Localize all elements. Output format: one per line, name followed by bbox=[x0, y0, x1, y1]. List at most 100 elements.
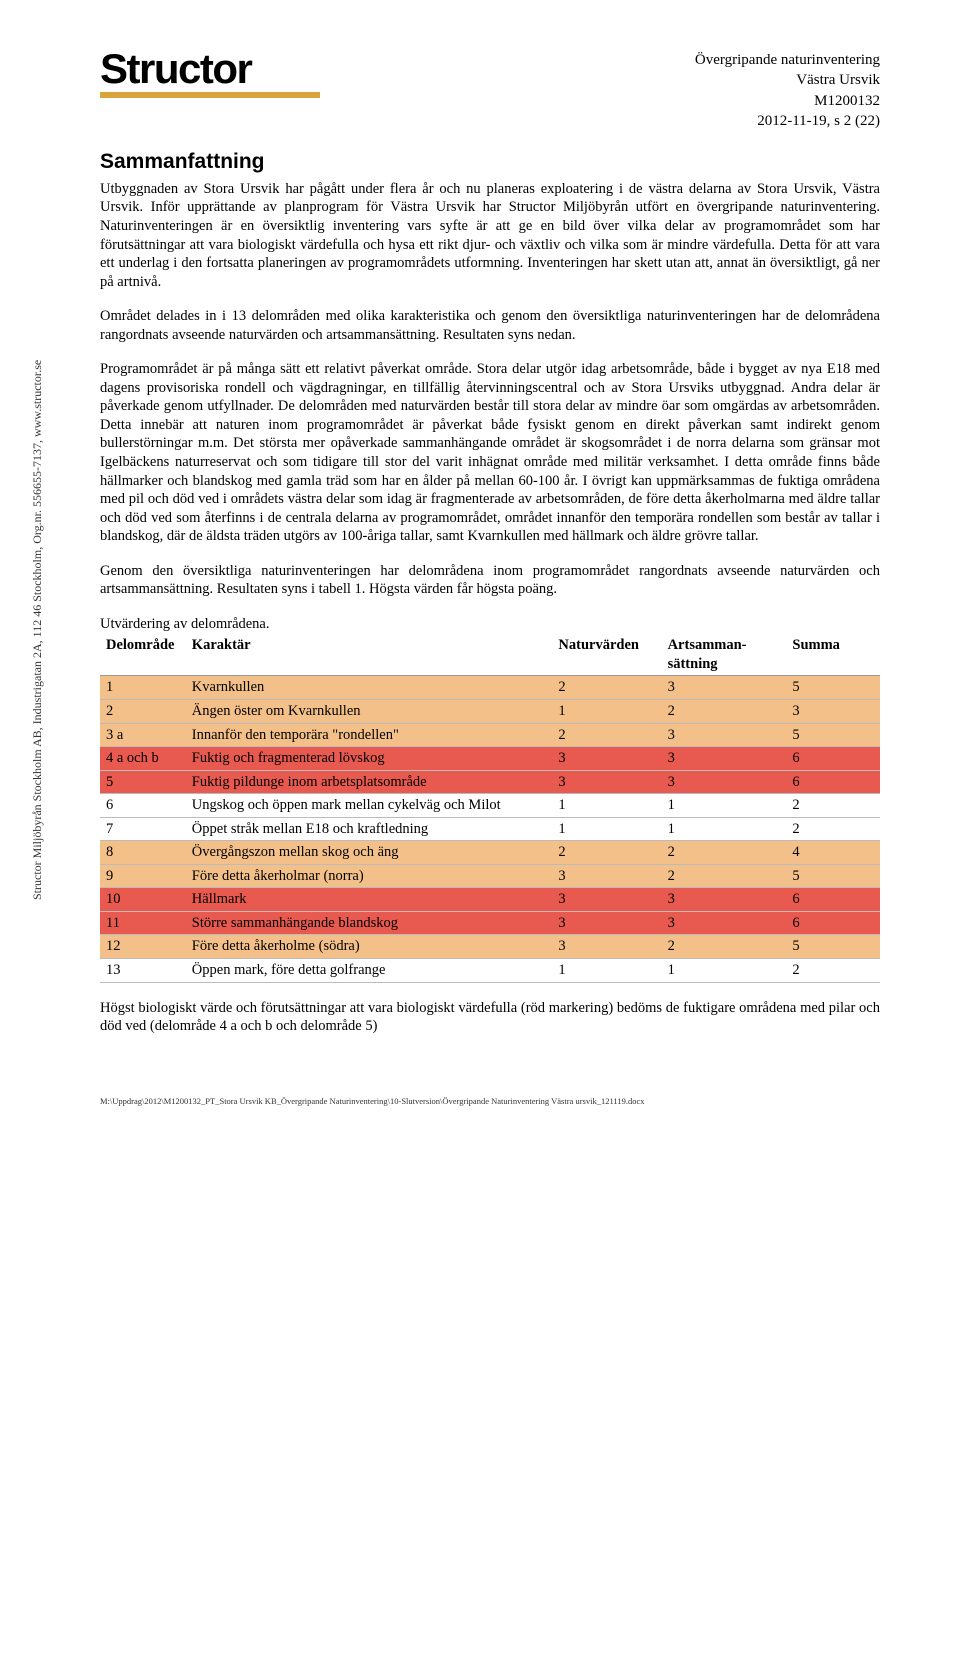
cell-naturvarden: 1 bbox=[552, 959, 661, 983]
table-row: 3 aInnanför den temporära "rondellen"235 bbox=[100, 723, 880, 747]
cell-naturvarden: 1 bbox=[552, 700, 661, 724]
cell-karaktar: Före detta åkerholmar (norra) bbox=[186, 864, 553, 888]
cell-karaktar: Ängen öster om Kvarnkullen bbox=[186, 700, 553, 724]
cell-karaktar: Kvarnkullen bbox=[186, 676, 553, 700]
cell-delomrade: 1 bbox=[100, 676, 186, 700]
cell-delomrade: 3 a bbox=[100, 723, 186, 747]
cell-delomrade: 10 bbox=[100, 888, 186, 912]
logo-text: Structor bbox=[100, 50, 320, 88]
cell-karaktar: Hällmark bbox=[186, 888, 553, 912]
paragraph-1: Utbyggnaden av Stora Ursvik har pågått u… bbox=[100, 180, 880, 291]
cell-summa: 5 bbox=[786, 864, 880, 888]
cell-summa: 2 bbox=[786, 959, 880, 983]
table-row: 10Hällmark336 bbox=[100, 888, 880, 912]
cell-artsamman: 1 bbox=[662, 959, 787, 983]
cell-karaktar: Ungskog och öppen mark mellan cykelväg o… bbox=[186, 794, 553, 818]
table-row: 6Ungskog och öppen mark mellan cykelväg … bbox=[100, 794, 880, 818]
cell-artsamman: 2 bbox=[662, 841, 787, 865]
cell-delomrade: 9 bbox=[100, 864, 186, 888]
table-header-row: Delområde Karaktär Naturvärden Artsamman… bbox=[100, 634, 880, 676]
table-row: 2Ängen öster om Kvarnkullen123 bbox=[100, 700, 880, 724]
cell-delomrade: 12 bbox=[100, 935, 186, 959]
paragraph-2: Området delades in i 13 delområden med o… bbox=[100, 307, 880, 344]
table-caption: Utvärdering av delområdena. bbox=[100, 615, 880, 634]
side-company-info: Structor Miljöbyrån Stockholm AB, Indust… bbox=[30, 360, 45, 900]
cell-karaktar: Öppet stråk mellan E18 och kraftledning bbox=[186, 817, 553, 841]
cell-summa: 6 bbox=[786, 770, 880, 794]
paragraph-5: Högst biologiskt värde och förutsättning… bbox=[100, 999, 880, 1036]
cell-naturvarden: 3 bbox=[552, 911, 661, 935]
cell-karaktar: Större sammanhängande blandskog bbox=[186, 911, 553, 935]
logo-underline bbox=[100, 92, 320, 98]
cell-artsamman: 1 bbox=[662, 817, 787, 841]
cell-artsamman: 2 bbox=[662, 864, 787, 888]
cell-summa: 5 bbox=[786, 935, 880, 959]
th-summa: Summa bbox=[786, 634, 880, 676]
meta-id: M1200132 bbox=[695, 91, 880, 111]
meta-location: Västra Ursvik bbox=[695, 70, 880, 90]
cell-artsamman: 2 bbox=[662, 935, 787, 959]
cell-delomrade: 11 bbox=[100, 911, 186, 935]
cell-karaktar: Fuktig pildunge inom arbetsplatsområde bbox=[186, 770, 553, 794]
cell-karaktar: Fuktig och fragmenterad lövskog bbox=[186, 747, 553, 771]
cell-delomrade: 13 bbox=[100, 959, 186, 983]
table-row: 8Övergångszon mellan skog och äng224 bbox=[100, 841, 880, 865]
th-naturvarden: Naturvärden bbox=[552, 634, 661, 676]
cell-summa: 6 bbox=[786, 747, 880, 771]
cell-artsamman: 3 bbox=[662, 770, 787, 794]
cell-naturvarden: 2 bbox=[552, 676, 661, 700]
logo: Structor bbox=[100, 50, 320, 98]
cell-delomrade: 5 bbox=[100, 770, 186, 794]
cell-summa: 6 bbox=[786, 911, 880, 935]
cell-naturvarden: 2 bbox=[552, 841, 661, 865]
paragraph-4: Genom den översiktliga naturinventeringe… bbox=[100, 562, 880, 599]
paragraph-3: Programområdet är på många sätt ett rela… bbox=[100, 360, 880, 545]
cell-delomrade: 4 a och b bbox=[100, 747, 186, 771]
footer-filepath: M:\Uppdrag\2012\M1200132_PT_Stora Ursvik… bbox=[100, 1096, 880, 1107]
cell-naturvarden: 2 bbox=[552, 723, 661, 747]
cell-summa: 4 bbox=[786, 841, 880, 865]
cell-naturvarden: 1 bbox=[552, 794, 661, 818]
cell-artsamman: 2 bbox=[662, 700, 787, 724]
cell-naturvarden: 1 bbox=[552, 817, 661, 841]
cell-summa: 6 bbox=[786, 888, 880, 912]
th-delomrade: Delområde bbox=[100, 634, 186, 676]
table-row: 12Före detta åkerholme (södra)325 bbox=[100, 935, 880, 959]
cell-summa: 3 bbox=[786, 700, 880, 724]
cell-delomrade: 8 bbox=[100, 841, 186, 865]
table-row: 4 a och bFuktig och fragmenterad lövskog… bbox=[100, 747, 880, 771]
cell-artsamman: 3 bbox=[662, 888, 787, 912]
cell-summa: 2 bbox=[786, 794, 880, 818]
cell-karaktar: Före detta åkerholme (södra) bbox=[186, 935, 553, 959]
cell-naturvarden: 3 bbox=[552, 770, 661, 794]
table-row: 13Öppen mark, före detta golfrange112 bbox=[100, 959, 880, 983]
table-row: 9Före detta åkerholmar (norra)325 bbox=[100, 864, 880, 888]
table-body: 1Kvarnkullen2352Ängen öster om Kvarnkull… bbox=[100, 676, 880, 982]
table-row: 5Fuktig pildunge inom arbetsplatsområde3… bbox=[100, 770, 880, 794]
cell-summa: 2 bbox=[786, 817, 880, 841]
cell-summa: 5 bbox=[786, 676, 880, 700]
cell-naturvarden: 3 bbox=[552, 864, 661, 888]
th-karaktar: Karaktär bbox=[186, 634, 553, 676]
cell-delomrade: 2 bbox=[100, 700, 186, 724]
page-header: Structor Övergripande naturinventering V… bbox=[100, 50, 880, 131]
cell-delomrade: 6 bbox=[100, 794, 186, 818]
cell-delomrade: 7 bbox=[100, 817, 186, 841]
cell-karaktar: Övergångszon mellan skog och äng bbox=[186, 841, 553, 865]
cell-karaktar: Innanför den temporära "rondellen" bbox=[186, 723, 553, 747]
cell-artsamman: 1 bbox=[662, 794, 787, 818]
table-row: 1Kvarnkullen235 bbox=[100, 676, 880, 700]
cell-artsamman: 3 bbox=[662, 723, 787, 747]
meta-date-page: 2012-11-19, s 2 (22) bbox=[695, 111, 880, 131]
cell-artsamman: 3 bbox=[662, 676, 787, 700]
cell-karaktar: Öppen mark, före detta golfrange bbox=[186, 959, 553, 983]
cell-artsamman: 3 bbox=[662, 911, 787, 935]
cell-naturvarden: 3 bbox=[552, 935, 661, 959]
cell-naturvarden: 3 bbox=[552, 747, 661, 771]
cell-summa: 5 bbox=[786, 723, 880, 747]
cell-artsamman: 3 bbox=[662, 747, 787, 771]
header-meta: Övergripande naturinventering Västra Urs… bbox=[695, 50, 880, 131]
cell-naturvarden: 3 bbox=[552, 888, 661, 912]
table-row: 11Större sammanhängande blandskog336 bbox=[100, 911, 880, 935]
meta-title: Övergripande naturinventering bbox=[695, 50, 880, 70]
